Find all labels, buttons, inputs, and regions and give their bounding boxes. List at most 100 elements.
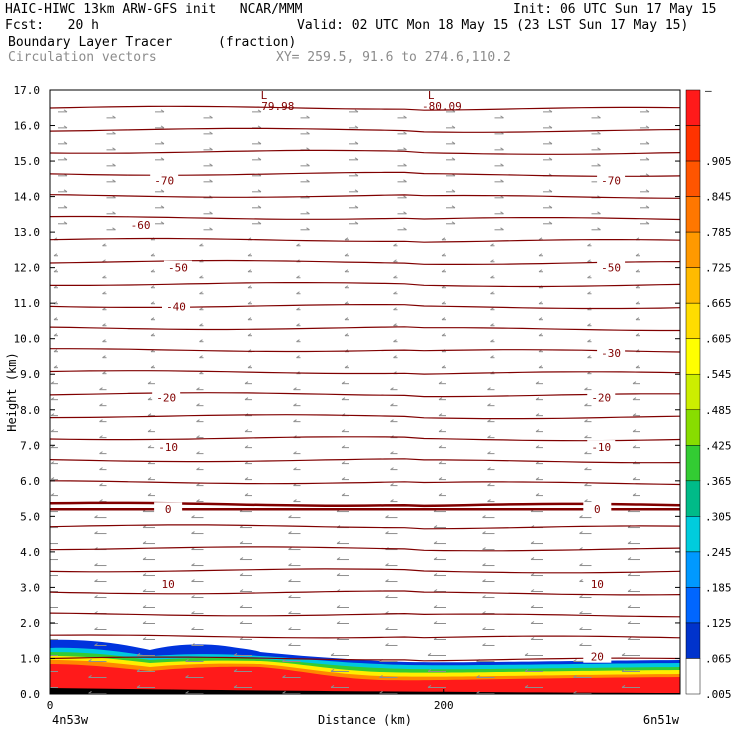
vector-arrow-head bbox=[524, 653, 529, 656]
vector-arrow-head bbox=[584, 419, 588, 423]
vector-arrow-head bbox=[293, 419, 297, 423]
colorbar-label: – bbox=[705, 84, 712, 97]
vector-arrow-head bbox=[46, 574, 49, 576]
cross-section-coords: XY= 259.5, 91.6 to 274.6,110.2 bbox=[276, 50, 511, 65]
vector-arrow-head bbox=[632, 445, 637, 449]
colorbar-label: .005 bbox=[705, 688, 732, 701]
vector-arrow-head bbox=[233, 685, 238, 688]
vector-arrow-head bbox=[102, 323, 106, 327]
vector-arrow-head bbox=[53, 253, 58, 257]
vector-arrow-head bbox=[487, 419, 491, 423]
vector-arrow-head bbox=[482, 579, 486, 582]
vector-arrow-head bbox=[390, 499, 394, 503]
vector-arrow-head bbox=[199, 355, 203, 359]
vector-arrow-head bbox=[627, 637, 632, 640]
vector-arrow-head bbox=[530, 557, 535, 560]
vector-arrow-head bbox=[482, 531, 486, 534]
vector-arrow-head bbox=[390, 403, 394, 407]
vector-arrow-head bbox=[476, 675, 480, 678]
vector-arrow-head bbox=[94, 595, 98, 598]
contour-label-bg bbox=[162, 299, 190, 313]
y-tick-label: 8.0 bbox=[20, 404, 40, 417]
vector-arrow-head bbox=[427, 653, 432, 656]
y-tick-label: 0.0 bbox=[20, 688, 40, 701]
colorbar-swatch bbox=[685, 125, 701, 162]
vector-arrow-head bbox=[385, 611, 389, 614]
contour-label-bg bbox=[126, 218, 155, 232]
vector-arrow-head bbox=[579, 643, 583, 646]
vector-arrow-head bbox=[393, 307, 397, 311]
vector-arrow-head bbox=[403, 163, 407, 167]
y-tick-label: 14.0 bbox=[14, 191, 41, 204]
vector-arrow-head bbox=[621, 685, 626, 688]
vector-arrow-head bbox=[112, 227, 116, 231]
contour-line bbox=[50, 590, 680, 596]
vector-arrow-head bbox=[579, 627, 583, 630]
vector-arrow-head bbox=[584, 467, 588, 471]
vector-arrow-head bbox=[199, 323, 203, 327]
contour-line bbox=[50, 127, 680, 133]
vector-arrow-head bbox=[538, 237, 543, 241]
vector-arrow-head bbox=[50, 429, 55, 433]
valid-time: Valid: 02 UTC Mon 18 May 15 (23 LST Sun … bbox=[297, 18, 689, 33]
vector-arrow-head bbox=[239, 637, 244, 640]
vector-arrow-head bbox=[336, 557, 341, 560]
contour-label: 20 bbox=[591, 651, 604, 664]
vector-arrow-head bbox=[438, 397, 443, 401]
low-markers: L-79.98L-80.09 bbox=[255, 89, 462, 113]
contour-label-bg bbox=[597, 260, 626, 274]
vector-arrow-head bbox=[573, 675, 577, 678]
vector-arrow-head bbox=[209, 211, 213, 215]
vector-arrow-head bbox=[635, 269, 640, 273]
vector-arrow-head bbox=[344, 253, 349, 257]
vector-arrow-head bbox=[99, 435, 103, 439]
vector-arrow-head bbox=[63, 109, 68, 113]
y-tick-label: 5.0 bbox=[20, 510, 40, 523]
vector-arrow-head bbox=[393, 259, 397, 263]
vector-arrow-head bbox=[487, 467, 491, 471]
vector-arrow-head bbox=[635, 285, 640, 289]
vector-arrow-head bbox=[46, 637, 49, 639]
vector-arrow-head bbox=[306, 163, 310, 167]
vector-arrow-head bbox=[288, 531, 292, 534]
vector-arrow-head bbox=[288, 547, 292, 550]
vector-arrow-head bbox=[239, 621, 244, 624]
colorbar-swatch bbox=[685, 302, 701, 339]
vector-arrow-head bbox=[99, 403, 103, 407]
vector-arrow-head bbox=[94, 515, 98, 518]
vector-arrow-head bbox=[584, 483, 588, 487]
low-marker-value: -80.09 bbox=[422, 100, 462, 113]
vector-arrow-head bbox=[579, 611, 583, 614]
vector-arrow-head bbox=[433, 605, 438, 608]
colorbar-swatch bbox=[685, 480, 701, 517]
vector-arrow-head bbox=[209, 227, 213, 231]
init-time: Init: 06 UTC Sun 17 May 15 bbox=[513, 2, 717, 17]
vector-arrow-head bbox=[579, 595, 583, 598]
vector-arrow-head bbox=[40, 653, 43, 655]
vector-arrow-head bbox=[548, 157, 553, 161]
vector-arrow-head bbox=[196, 387, 200, 391]
vector-arrow-head bbox=[433, 573, 438, 576]
vector-arrow-head bbox=[40, 685, 43, 687]
vector-arrow-head bbox=[344, 333, 349, 337]
vector-arrow-head bbox=[306, 147, 310, 151]
vector-arrow-head bbox=[403, 115, 407, 119]
vector-arrow-head bbox=[403, 195, 407, 199]
vector-arrow-head bbox=[441, 317, 446, 321]
vector-arrow-head bbox=[282, 675, 286, 678]
contour-label-bg bbox=[150, 173, 179, 187]
vector-arrow-head bbox=[63, 141, 68, 145]
vector-arrow-head bbox=[185, 659, 189, 662]
ground-strip bbox=[50, 688, 680, 694]
vector-arrow-head bbox=[142, 589, 147, 592]
colorbar-swatch bbox=[685, 196, 701, 233]
vector-arrow-head bbox=[438, 461, 443, 465]
vector-arrow-head bbox=[632, 493, 637, 497]
vector-arrow-head bbox=[354, 205, 359, 209]
colorbar: – .905 .845 .785 .725 .665 .605 .545 .485 .425 .36… bbox=[685, 84, 732, 701]
vector-arrow-head bbox=[147, 493, 152, 497]
vector-arrow-head bbox=[451, 205, 456, 209]
vector-arrow-head bbox=[441, 333, 446, 337]
contour-line bbox=[50, 634, 680, 639]
circulation-vectors bbox=[40, 109, 650, 694]
